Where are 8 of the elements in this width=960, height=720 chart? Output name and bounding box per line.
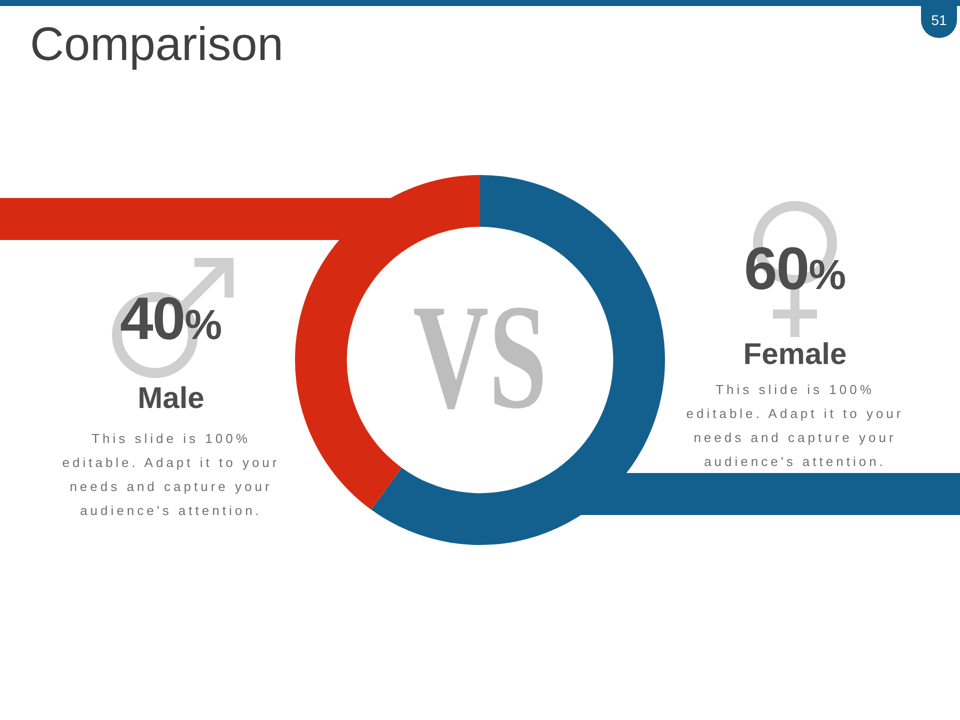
text: VS [412, 274, 548, 440]
text: This slide is 100% editable. Adapt it to your needs and capture your audience's attention. [685, 381, 905, 471]
chart-title: Comparison [30, 17, 284, 70]
slice-label: Male [136, 382, 206, 415]
slice-label: Female [742, 338, 848, 371]
text: This slide is 100% editable. Adapt it to your needs and capture your audience's attention. [61, 430, 281, 520]
data-label: 40% [120, 285, 222, 352]
data-label: 60% [744, 235, 846, 302]
